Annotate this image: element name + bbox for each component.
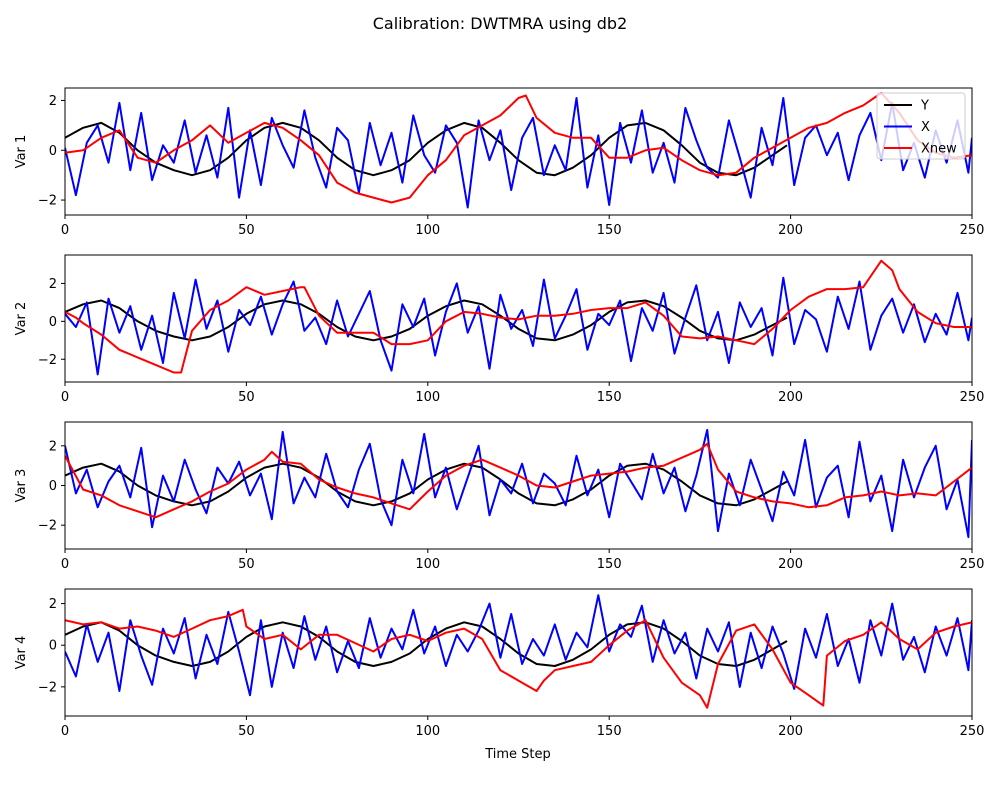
x-tick-label: 100 bbox=[415, 724, 440, 739]
x-axis-label: Time Step bbox=[484, 747, 551, 762]
plot-frame bbox=[64, 588, 973, 717]
x-tick-label: 250 bbox=[960, 724, 985, 739]
x-tick-label: 100 bbox=[415, 390, 440, 405]
series-line-xnew-var1 bbox=[65, 92, 972, 204]
series-line-xnew-var3 bbox=[65, 442, 972, 519]
subplot-var-2: 0 50 100 150 200 250 −2 0 2 Var 2 bbox=[14, 254, 985, 405]
y-tick-label: 0 bbox=[49, 639, 57, 654]
x-tick-label: 200 bbox=[778, 390, 803, 405]
y-tick-label: −2 bbox=[38, 680, 57, 695]
figure-title: Calibration: DWTMRA using db2 bbox=[373, 14, 628, 33]
legend: YX Xnew bbox=[876, 92, 966, 160]
y-tick-label: 0 bbox=[49, 479, 57, 494]
legend-box bbox=[876, 92, 966, 160]
series-line-xnew-var2 bbox=[65, 259, 972, 374]
y-tick-label: 2 bbox=[49, 439, 57, 454]
x-tick-label: 50 bbox=[238, 557, 255, 572]
y-tick-label: 0 bbox=[49, 315, 57, 330]
x-tick-label: 250 bbox=[960, 557, 985, 572]
y-tick-label: 0 bbox=[49, 144, 57, 159]
x-tick-label: 150 bbox=[597, 724, 622, 739]
x-tick-label: 0 bbox=[61, 557, 69, 572]
x-tick-label: 150 bbox=[597, 390, 622, 405]
legend-label-xnew: Xnew bbox=[921, 142, 957, 157]
plot-frame bbox=[64, 254, 973, 383]
subplot-var-3: 0 50 100 150 200 250 −2 0 2 Var 3 bbox=[14, 421, 985, 572]
series-group bbox=[65, 259, 972, 376]
y-axis-label: Var 4 bbox=[14, 636, 29, 670]
subplot-var-1: 0 50 100 150 200 250 −2 0 2 Var 1 YX Xnew bbox=[14, 87, 985, 238]
series-group bbox=[65, 92, 972, 209]
series-group bbox=[65, 594, 972, 709]
series-line-x-var3 bbox=[65, 428, 972, 539]
y-axis-label: Var 3 bbox=[14, 469, 29, 503]
x-tick-label: 200 bbox=[778, 223, 803, 238]
x-tick-label: 150 bbox=[597, 223, 622, 238]
x-tick-label: 200 bbox=[778, 724, 803, 739]
y-tick-label: 2 bbox=[49, 277, 57, 292]
series-line-y-var1 bbox=[65, 121, 788, 177]
x-tick-label: 50 bbox=[238, 390, 255, 405]
series-group bbox=[65, 428, 972, 539]
y-tick-label: 2 bbox=[49, 597, 57, 612]
x-tick-label: 250 bbox=[960, 390, 985, 405]
x-tick-label: 150 bbox=[597, 557, 622, 572]
x-tick-label: 0 bbox=[61, 223, 69, 238]
legend-label-x: X bbox=[921, 120, 930, 135]
x-tick-label: 100 bbox=[415, 557, 440, 572]
x-tick-label: 250 bbox=[960, 223, 985, 238]
y-axis-label: Var 1 bbox=[14, 135, 29, 169]
y-tick-label: −2 bbox=[38, 519, 57, 534]
x-tick-label: 200 bbox=[778, 557, 803, 572]
y-tick-label: 2 bbox=[49, 94, 57, 109]
legend-label-y: Y bbox=[920, 99, 929, 114]
x-tick-label: 50 bbox=[238, 724, 255, 739]
x-tick-label: 0 bbox=[61, 724, 69, 739]
series-line-y-var4 bbox=[65, 621, 788, 667]
y-tick-label: −2 bbox=[38, 194, 57, 209]
series-line-x-var1 bbox=[65, 97, 972, 209]
series-line-xnew-var4 bbox=[65, 608, 972, 709]
series-line-x-var4 bbox=[65, 594, 972, 697]
x-tick-label: 0 bbox=[61, 390, 69, 405]
y-axis-label: Var 2 bbox=[14, 302, 29, 336]
series-line-x-var2 bbox=[65, 276, 972, 376]
x-tick-label: 50 bbox=[238, 223, 255, 238]
plot-frame bbox=[64, 87, 973, 216]
x-tick-label: 100 bbox=[415, 223, 440, 238]
y-tick-label: −2 bbox=[38, 353, 57, 368]
subplot-var-4: 0 50 100 150 200 250 −2 0 2 Var 4 bbox=[14, 588, 985, 739]
